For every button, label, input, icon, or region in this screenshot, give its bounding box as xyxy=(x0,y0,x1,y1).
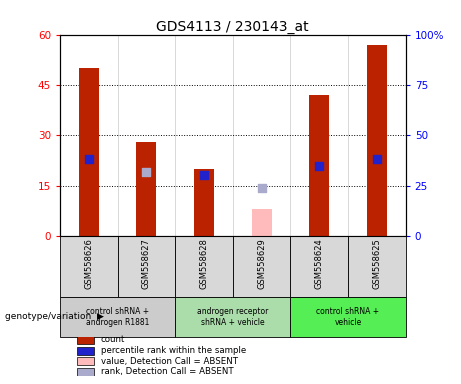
Text: value, Detection Call = ABSENT: value, Detection Call = ABSENT xyxy=(101,357,238,366)
Bar xyxy=(77,367,94,376)
Bar xyxy=(367,45,387,236)
Point xyxy=(373,156,381,162)
Bar xyxy=(290,297,406,337)
Text: control shRNA +
androgen R1881: control shRNA + androgen R1881 xyxy=(86,307,149,327)
Text: count: count xyxy=(101,335,125,344)
Text: rank, Detection Call = ABSENT: rank, Detection Call = ABSENT xyxy=(101,367,233,376)
Bar xyxy=(77,336,94,344)
Bar xyxy=(60,297,175,337)
Point xyxy=(315,162,323,169)
Text: GSM558625: GSM558625 xyxy=(372,238,381,289)
Text: GSM558629: GSM558629 xyxy=(257,238,266,289)
Point xyxy=(258,185,266,191)
Bar xyxy=(77,358,94,365)
Bar xyxy=(348,236,406,297)
Bar xyxy=(118,236,175,297)
Text: genotype/variation  ▶: genotype/variation ▶ xyxy=(5,312,103,321)
Bar xyxy=(290,236,348,297)
Bar xyxy=(77,347,94,354)
Text: GSM558624: GSM558624 xyxy=(315,238,324,289)
Bar xyxy=(79,68,99,236)
Bar xyxy=(309,95,329,236)
Bar xyxy=(60,236,118,297)
Title: GDS4113 / 230143_at: GDS4113 / 230143_at xyxy=(156,20,309,33)
Bar xyxy=(175,297,290,337)
Bar xyxy=(194,169,214,236)
Bar xyxy=(233,236,290,297)
Point xyxy=(85,156,92,162)
Bar xyxy=(136,142,156,236)
Text: GSM558627: GSM558627 xyxy=(142,238,151,289)
Text: GSM558626: GSM558626 xyxy=(84,238,93,289)
Bar xyxy=(175,236,233,297)
Text: percentile rank within the sample: percentile rank within the sample xyxy=(101,346,246,355)
Text: androgen receptor
shRNA + vehicle: androgen receptor shRNA + vehicle xyxy=(197,307,268,327)
Point xyxy=(142,169,150,175)
Text: control shRNA +
vehicle: control shRNA + vehicle xyxy=(317,307,379,327)
Bar xyxy=(252,209,272,236)
Text: GSM558628: GSM558628 xyxy=(200,238,208,289)
Point xyxy=(200,172,207,178)
